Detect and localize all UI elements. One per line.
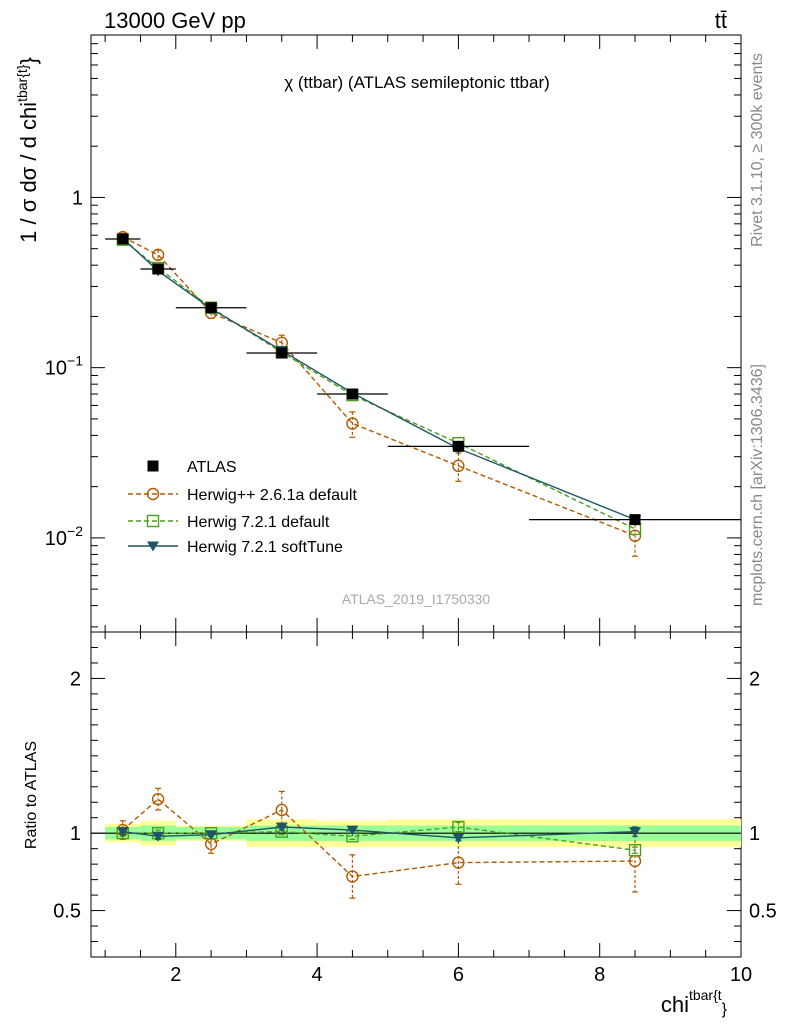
main-atlas-point bbox=[629, 514, 641, 526]
ratio-softtune-point bbox=[452, 833, 465, 844]
main-y-tick-label: 10−1 bbox=[45, 353, 83, 380]
ratio-softtune-point bbox=[152, 831, 165, 842]
ratio-softtune-point bbox=[205, 830, 218, 841]
main-softtune-line bbox=[122, 237, 636, 521]
ratio-herwigpp-point bbox=[452, 856, 465, 869]
ratio-herwig721-point bbox=[452, 820, 465, 834]
ratio-softtune-point bbox=[275, 822, 288, 833]
rivet-version-label: Rivet 3.1.10, ≥ 300k events bbox=[749, 53, 766, 247]
ratio-y-tick-label-right: 1 bbox=[749, 823, 760, 845]
ratio-softtune-point bbox=[116, 827, 129, 838]
legend: ATLAS Herwig++ 2.6.1a default Herwig 7.2.1… bbox=[128, 459, 357, 556]
ratio-herwigpp-point bbox=[275, 803, 288, 817]
ratio-softtune-point bbox=[629, 827, 642, 838]
plot-title: χ (ttbar) (ATLAS semileptonic ttbar) bbox=[284, 73, 550, 92]
mcplots-credit-label: mcplots.cern.ch [arXiv:1306.3436] bbox=[749, 364, 766, 606]
ratio-y-tick-label: 0.5 bbox=[53, 901, 81, 923]
ratio-herwigpp-line bbox=[122, 798, 636, 878]
ratio-herwigpp-point bbox=[346, 870, 359, 883]
main-panel: 1 10−1 10−2 bbox=[45, 34, 742, 633]
legend-marker-atlas bbox=[147, 460, 159, 472]
main-y-tick-label: 10−2 bbox=[45, 523, 83, 550]
legend-label-atlas: ATLAS bbox=[187, 459, 237, 476]
legend-marker-herwig721 bbox=[146, 514, 160, 528]
main-atlas-point bbox=[276, 347, 288, 359]
main-herwigpp-point bbox=[151, 248, 165, 262]
ratio-y-tick-label: 2 bbox=[70, 668, 81, 690]
ratio-y-tick-label-right: 2 bbox=[749, 668, 760, 690]
main-herwigpp-point bbox=[452, 459, 465, 473]
ratio-panel: 2 4 6 8 10 0.5 0.5 1 1 2 2 bbox=[53, 631, 777, 986]
ratio-herwigpp-point bbox=[151, 792, 165, 806]
main-herwigpp-point bbox=[628, 529, 642, 542]
x-tick-label: 10 bbox=[730, 964, 752, 986]
main-y-tick-label: 1 bbox=[72, 187, 83, 209]
main-atlas-point bbox=[452, 440, 464, 452]
legend-label-softtune: Herwig 7.2.1 softTune bbox=[187, 539, 343, 556]
x-tick-label: 6 bbox=[453, 964, 464, 986]
x-tick-label: 2 bbox=[170, 964, 181, 986]
main-herwigpp-point bbox=[346, 417, 359, 430]
ratio-frame bbox=[90, 631, 742, 958]
analysis-watermark: ATLAS_2019_I1750330 bbox=[342, 591, 491, 607]
main-y-axis-title: 1 / σ dσ / d chitbar{t}} bbox=[14, 57, 41, 243]
ratio-softtune-point bbox=[346, 825, 359, 836]
x-tick-label: 8 bbox=[594, 964, 605, 986]
ratio-y-tick-label-right: 0.5 bbox=[749, 901, 777, 923]
header-energy-label: 13000 GeV pp bbox=[104, 8, 246, 33]
header-process-label: tt̄ bbox=[715, 8, 727, 33]
main-atlas-point bbox=[117, 233, 129, 245]
main-atlas-point bbox=[152, 263, 164, 275]
x-tick-label: 4 bbox=[312, 964, 323, 986]
main-herwig721-line bbox=[122, 239, 636, 530]
legend-marker-herwigpp bbox=[146, 487, 160, 501]
legend-label-herwig721: Herwig 7.2.1 default bbox=[187, 514, 330, 531]
ratio-y-tick-label: 1 bbox=[70, 823, 81, 845]
legend-marker-softtune bbox=[147, 541, 159, 552]
main-atlas-point bbox=[346, 388, 358, 400]
legend-label-herwigpp: Herwig++ 2.6.1a default bbox=[187, 487, 357, 504]
ratio-herwig721-point bbox=[628, 844, 642, 857]
ratio-y-axis-title: Ratio to ATLAS bbox=[23, 741, 40, 849]
x-axis-title: chitbar{t} bbox=[661, 987, 728, 1018]
main-atlas-point bbox=[205, 302, 217, 314]
